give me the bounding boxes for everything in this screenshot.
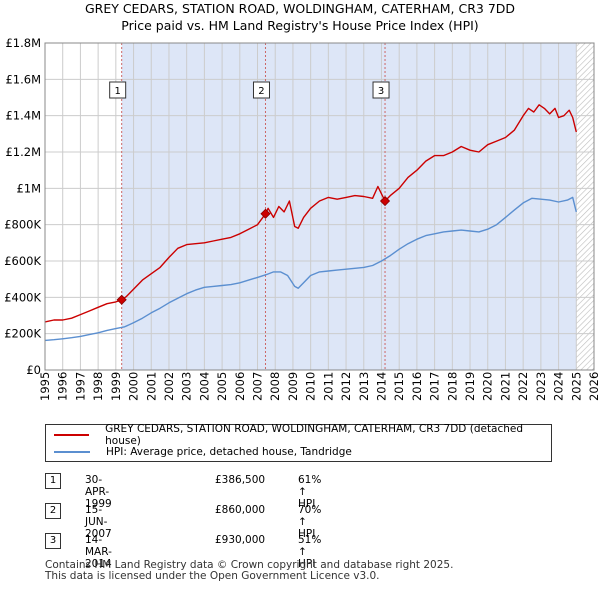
transaction-label-box [252, 81, 270, 99]
x-tick-label: 2015 [392, 372, 406, 401]
x-tick-label: 2021 [498, 372, 512, 401]
transaction-price: £860,000 [215, 504, 266, 516]
x-tick-label: 1997 [73, 372, 87, 401]
transaction-hpi-change: 51% ↑ HPI [298, 534, 322, 570]
y-tick-label: £200K [4, 327, 41, 341]
transaction-date: 30-APR-1999 [85, 474, 112, 510]
owned-period-shade [121, 43, 577, 370]
x-tick-label: 2016 [410, 372, 424, 401]
x-tick-label: 2019 [463, 372, 477, 401]
transaction-date: 14-MAR-2014 [85, 534, 112, 570]
x-tick-label: 1999 [109, 372, 123, 401]
x-tick-label: 1996 [56, 372, 70, 401]
transaction-point [260, 208, 271, 219]
transaction-label: 2 [258, 86, 264, 97]
legend-item-hpi: HPI: Average price, detached house, Tand… [54, 444, 352, 460]
transaction-hpi-change: 70% ↑ HPI [298, 504, 322, 540]
x-tick-label: 2007 [251, 372, 265, 401]
legend-label-hpi: HPI: Average price, detached house, Tand… [106, 446, 352, 458]
legend-label-property: GREY CEDARS, STATION ROAD, WOLDINGHAM, C… [105, 423, 524, 447]
x-tick-label: 2004 [197, 372, 211, 401]
transaction-label: 3 [378, 86, 384, 97]
transaction-marker-label: 3 [45, 533, 61, 549]
x-tick-label: 2006 [233, 372, 247, 401]
x-tick-label: 2020 [481, 372, 495, 401]
x-tick-label: 2000 [127, 372, 141, 401]
y-tick-label: £1M [16, 181, 41, 195]
legend-swatch-hpi [54, 451, 90, 453]
x-tick-label: 2002 [162, 372, 176, 401]
x-tick-label: 2024 [552, 372, 566, 401]
x-tick-label: 2018 [445, 372, 459, 401]
x-tick-label: 2009 [286, 372, 300, 401]
transaction-date: 15-JUN-2007 [85, 504, 112, 540]
x-tick-label: 1998 [91, 372, 105, 401]
x-tick-label: 2022 [516, 372, 530, 401]
footer-licence: This data is licensed under the Open Gov… [45, 570, 380, 582]
x-tick-label: 2023 [534, 372, 548, 401]
y-tick-label: £1.2M [5, 145, 41, 159]
plot-frame [44, 42, 595, 371]
future-hatch [576, 43, 594, 370]
transaction-label: 1 [114, 86, 120, 97]
x-tick-label: 2011 [321, 372, 335, 401]
y-tick-label: £400K [4, 290, 41, 304]
transaction-label-box [372, 81, 390, 99]
x-tick-label: 2001 [144, 372, 158, 401]
x-tick-label: 2012 [339, 372, 353, 401]
x-tick-label: 2025 [569, 372, 583, 401]
transaction-price: £930,000 [215, 534, 266, 546]
x-tick-label: 2010 [304, 372, 318, 401]
transaction-marker-label: 2 [45, 503, 61, 519]
hpi-line [44, 196, 577, 342]
chart-title-line1: GREY CEDARS, STATION ROAD, WOLDINGHAM, C… [84, 1, 516, 16]
y-tick-label: £1.8M [5, 36, 41, 50]
transaction-hpi-change: 61% ↑ HPI [298, 474, 322, 510]
price-chart: 1 2 3 £0 £200K £400K £600K £800K £1M £1.2M £1.4M £… [4, 36, 600, 401]
transaction-marker-label: 1 [45, 473, 61, 489]
legend: GREY CEDARS, STATION ROAD, WOLDINGHAM, C… [45, 423, 552, 462]
x-tick-label: 2017 [428, 372, 442, 401]
footer-copyright: Contains HM Land Registry data © Crown c… [45, 559, 454, 571]
x-tick-label: 2014 [374, 372, 388, 401]
legend-item-property: GREY CEDARS, STATION ROAD, WOLDINGHAM, C… [54, 423, 551, 447]
y-tick-label: £1.6M [5, 72, 41, 86]
x-tick-label: 1995 [38, 372, 52, 401]
x-tick-label: 2013 [357, 372, 371, 401]
transaction-point [379, 195, 391, 207]
transaction-point [116, 294, 127, 305]
transaction-label-box [109, 81, 127, 99]
x-tick-label: 2005 [215, 372, 229, 401]
y-tick-label: £0 [26, 363, 41, 377]
y-tick-label: £800K [4, 218, 41, 232]
x-tick-label: 2026 [587, 372, 600, 401]
y-tick-label: £1.4M [5, 109, 41, 123]
y-tick-label: £600K [4, 254, 41, 268]
footer: Contains HM Land Registry data © Crown c… [45, 560, 453, 582]
transaction-price: £386,500 [215, 474, 266, 486]
legend-swatch-property [54, 434, 90, 436]
x-tick-label: 2003 [180, 372, 194, 401]
x-tick-label: 2008 [268, 372, 282, 401]
chart-title-line2: Price paid vs. HM Land Registry's House … [121, 18, 479, 33]
property-price-line [44, 104, 577, 323]
